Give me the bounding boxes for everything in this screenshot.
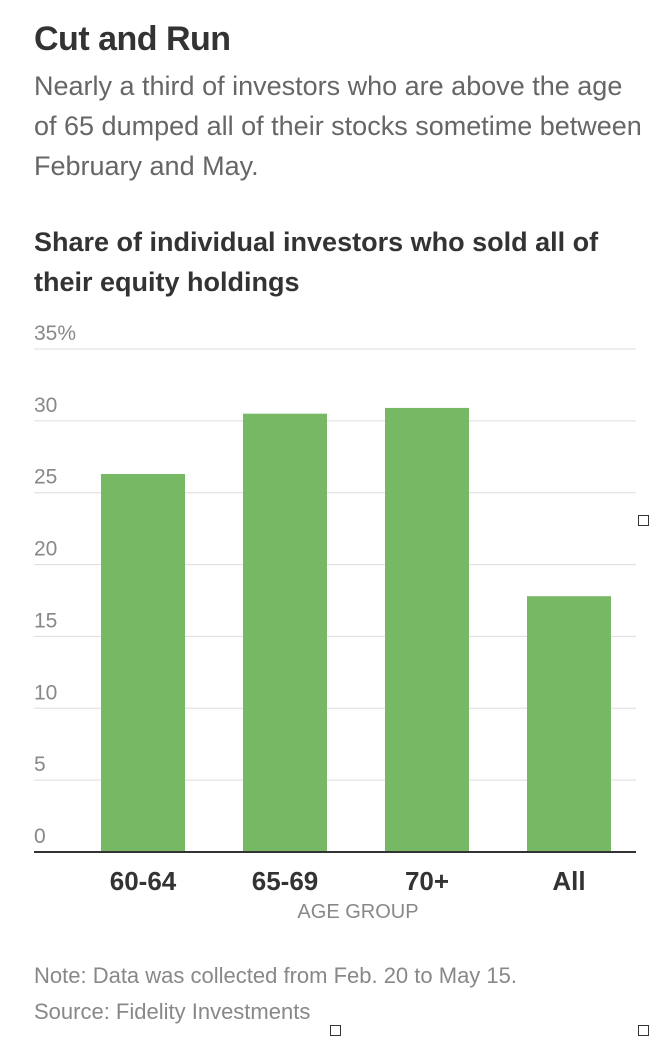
y-tick-label: 15 <box>34 609 57 632</box>
y-tick-label: 20 <box>34 538 57 561</box>
x-tick-label: 65-69 <box>252 866 319 896</box>
selection-handle[interactable] <box>638 1025 649 1036</box>
x-tick-label: 60-64 <box>110 866 177 896</box>
selection-handle[interactable] <box>638 515 649 526</box>
y-tick-label: 10 <box>34 681 57 704</box>
chart-title: Cut and Run <box>34 20 231 58</box>
footnote: Note: Data was collected from Feb. 20 to… <box>34 958 517 1030</box>
y-tick-label: 0 <box>34 825 46 848</box>
bar-all <box>527 596 611 852</box>
x-axis-label: AGE GROUP <box>297 901 418 920</box>
y-tick-label: 35% <box>34 322 76 345</box>
selection-handle[interactable] <box>330 1025 341 1036</box>
note-text: Note: Data was collected from Feb. 20 to… <box>34 963 518 988</box>
y-tick-label: 30 <box>34 394 57 417</box>
bar-chart: 0 5 10 15 20 25 30 35% 60-64 65-69 70+ All AGE GRO… <box>34 322 636 920</box>
source-text: Source: Fidelity Investments <box>34 999 311 1024</box>
chart-heading: Share of individual investors who sold a… <box>34 227 599 297</box>
chart-subtitle: Nearly a third of investors who are abov… <box>34 71 642 181</box>
bar-70- <box>385 407 469 852</box>
y-tick-label: 5 <box>34 753 46 776</box>
x-tick-label: 70+ <box>405 866 449 896</box>
bars <box>101 407 611 852</box>
x-tick-label: All <box>552 866 585 896</box>
x-axis-ticks: 60-64 65-69 70+ All <box>110 866 586 896</box>
bar-60-64 <box>101 474 185 852</box>
bar-65-69 <box>243 413 327 852</box>
y-axis-ticks: 0 5 10 15 20 25 30 35% <box>34 322 76 848</box>
y-tick-label: 25 <box>34 466 57 489</box>
